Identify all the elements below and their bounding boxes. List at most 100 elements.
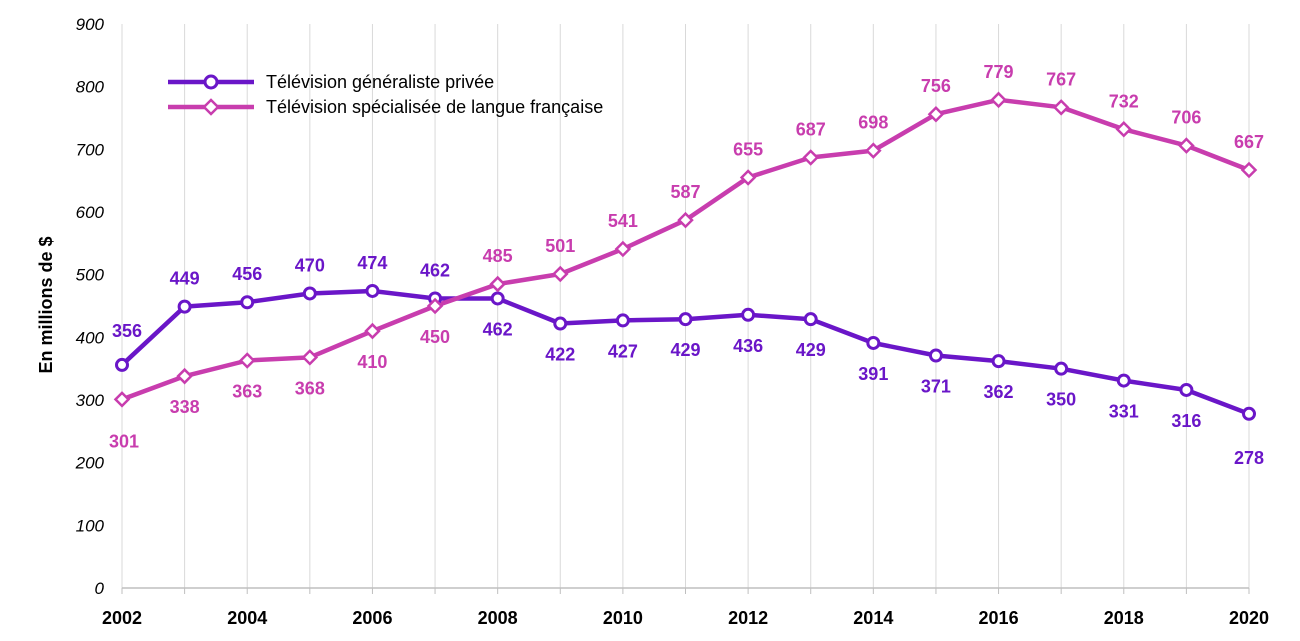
data-label-generaliste: 462: [420, 260, 450, 280]
data-label-generaliste: 429: [796, 340, 826, 360]
data-point-generaliste: [365, 283, 380, 298]
legend-marker-diamond-icon: [202, 98, 220, 116]
data-label-generaliste: 470: [295, 255, 325, 275]
data-point-generaliste: [928, 348, 943, 363]
data-point-specialisee: [238, 352, 256, 369]
data-label-generaliste: 391: [858, 364, 888, 384]
data-point-generaliste: [1179, 382, 1194, 397]
data-point-specialisee: [802, 149, 819, 166]
data-point-specialisee: [677, 211, 694, 229]
y-tick-label: 900: [76, 15, 105, 34]
data-point-specialisee: [739, 169, 757, 186]
axes: [121, 587, 1250, 594]
data-label-specialisee: 501: [545, 236, 575, 256]
data-label-generaliste: 474: [357, 253, 387, 273]
data-label-generaliste: 456: [232, 264, 262, 284]
data-label-specialisee: 655: [733, 140, 763, 160]
data-label-generaliste: 462: [483, 319, 513, 339]
data-point-specialisee: [301, 349, 319, 366]
legend-item-specialisee: Télévision spécialisée de langue françai…: [168, 97, 603, 117]
data-point-generaliste: [741, 307, 756, 322]
data-point-generaliste: [991, 354, 1006, 369]
data-point-specialisee: [364, 322, 381, 340]
data-label-generaliste: 436: [733, 336, 763, 356]
data-point-specialisee: [990, 91, 1007, 109]
data-point-specialisee: [552, 265, 569, 283]
data-label-specialisee: 779: [984, 62, 1014, 82]
x-axis-ticks: 2002 2004 2006 2008 2010 2012 2014 2016 2018 2020: [102, 608, 1269, 628]
data-label-specialisee: 541: [608, 211, 638, 231]
data-label-generaliste: 422: [545, 345, 575, 365]
data-label-generaliste: 278: [1234, 448, 1264, 468]
data-point-generaliste: [1116, 373, 1131, 388]
data-label-generaliste: 449: [170, 269, 200, 289]
data-label-specialisee: 301: [109, 431, 139, 451]
y-tick-label: 0: [95, 579, 105, 598]
x-tick-label: 2006: [352, 608, 392, 628]
data-point-generaliste: [678, 312, 693, 327]
data-label-specialisee: 706: [1171, 108, 1201, 128]
data-point-generaliste: [115, 357, 129, 372]
y-axis-ticks: 0 100 200 300 400 500 600 700 800 900: [75, 15, 105, 598]
legend-item-generaliste: Télévision généraliste privée: [168, 72, 494, 92]
data-point-generaliste: [866, 335, 881, 350]
y-tick-label: 100: [76, 516, 105, 535]
data-label-specialisee: 687: [796, 119, 826, 139]
legend-marker-circle-icon: [203, 74, 219, 90]
y-tick-label: 500: [76, 266, 105, 285]
data-label-specialisee: 587: [670, 182, 700, 202]
x-tick-label: 2004: [227, 608, 267, 628]
data-label-specialisee: 485: [483, 246, 513, 266]
data-label-specialisee: 450: [420, 327, 450, 347]
data-point-specialisee: [426, 297, 444, 315]
data-point-specialisee: [176, 367, 193, 385]
data-label-specialisee: 667: [1234, 132, 1264, 152]
y-tick-label: 600: [76, 203, 105, 222]
data-label-generaliste: 362: [984, 382, 1014, 402]
y-tick-label: 700: [76, 140, 105, 159]
data-label-generaliste: 429: [670, 340, 700, 360]
grid-lines: [121, 24, 1250, 588]
data-label-specialisee: 767: [1046, 69, 1076, 89]
data-point-generaliste: [1242, 406, 1256, 421]
data-point-specialisee: [614, 240, 632, 258]
data-point-generaliste: [177, 299, 192, 314]
legend-label-generaliste: Télévision généraliste privée: [266, 72, 494, 92]
y-axis-label: En millions de $: [36, 236, 56, 373]
legend-label-specialisee: Télévision spécialisée de langue françai…: [266, 97, 603, 117]
legend: Télévision généraliste privée Télévision…: [168, 72, 603, 117]
data-point-generaliste: [302, 286, 317, 301]
data-point-generaliste: [490, 291, 505, 306]
y-tick-label: 400: [76, 328, 105, 347]
data-label-specialisee: 368: [295, 378, 325, 398]
data-point-specialisee: [1178, 137, 1195, 154]
x-tick-label: 2018: [1104, 608, 1144, 628]
x-tick-label: 2016: [979, 608, 1019, 628]
data-point-specialisee: [489, 275, 506, 293]
data-point-specialisee: [1115, 121, 1133, 138]
data-label-generaliste: 371: [921, 377, 951, 397]
data-point-generaliste: [240, 295, 255, 310]
data-labels: 356 301 449 338 456 363 470 368 474 410 462 450 462 4…: [109, 62, 1264, 468]
data-label-generaliste: 331: [1109, 402, 1139, 422]
data-label-specialisee: 363: [232, 382, 262, 402]
x-tick-label: 2012: [728, 608, 768, 628]
data-point-generaliste: [1054, 361, 1069, 376]
data-label-specialisee: 756: [921, 76, 951, 96]
x-tick-label: 2008: [478, 608, 518, 628]
data-point-generaliste: [803, 312, 818, 327]
data-point-generaliste: [615, 313, 630, 328]
data-point-generaliste: [553, 316, 568, 331]
data-label-generaliste: 350: [1046, 390, 1076, 410]
data-label-specialisee: 698: [858, 113, 888, 133]
y-tick-label: 300: [76, 391, 105, 410]
series-markers: [113, 91, 1258, 421]
x-tick-label: 2002: [102, 608, 142, 628]
data-label-specialisee: 410: [357, 352, 387, 372]
data-point-specialisee: [113, 391, 131, 408]
data-label-generaliste: 356: [112, 321, 142, 341]
data-point-specialisee: [865, 142, 882, 159]
x-tick-label: 2010: [603, 608, 643, 628]
x-tick-label: 2014: [853, 608, 893, 628]
